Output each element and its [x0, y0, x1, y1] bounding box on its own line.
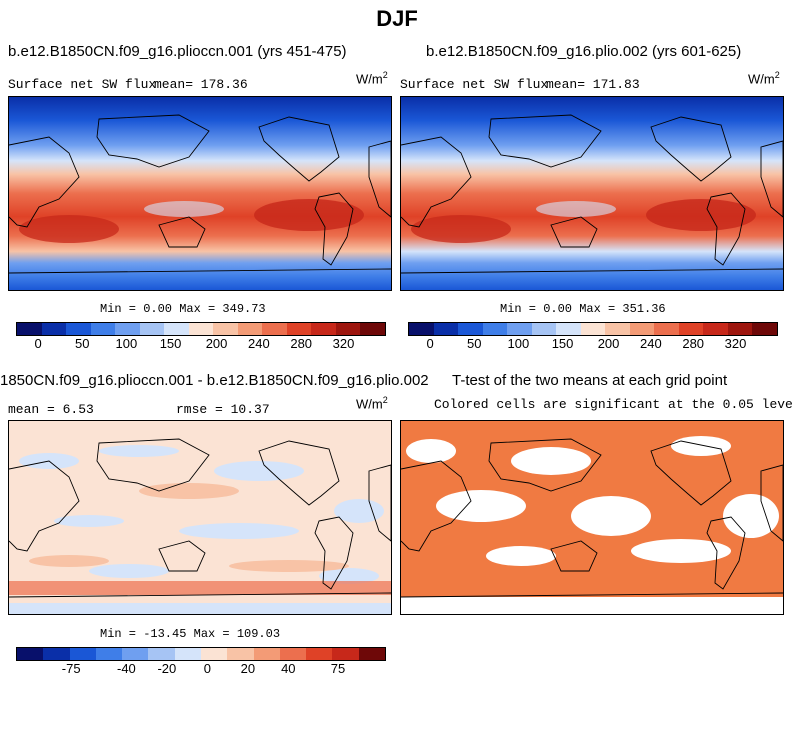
colorbar-swatch — [139, 323, 165, 335]
colorbar-swatch — [678, 323, 704, 335]
panel3-colorbar-ticks: -75 -40 -20 0 20 40 75 — [16, 661, 384, 677]
colorbar-swatch — [458, 323, 483, 335]
panel2-field-label: Surface net SW flux — [400, 77, 549, 92]
colorbar-tick-label: 20 — [240, 661, 256, 676]
colorbar-tick-label: 0 — [203, 661, 211, 676]
panel3-mean: mean = 6.53 — [8, 402, 94, 417]
colorbar-swatch — [279, 648, 307, 660]
panel2-minmax: Min = 0.00 Max = 351.36 — [500, 302, 666, 316]
colorbar-swatch — [727, 323, 753, 335]
colorbar-tick-label: 40 — [281, 661, 296, 676]
colorbar-swatch — [654, 323, 679, 335]
panel2-colorbar — [408, 322, 778, 336]
colorbar-swatch — [507, 323, 532, 335]
colorbar-swatch — [360, 323, 385, 335]
panel4-title: T-test of the two means at each grid poi… — [452, 372, 728, 389]
colorbar-tick-label: -20 — [157, 661, 177, 676]
colorbar-swatch — [605, 323, 630, 335]
colorbar-swatch — [433, 323, 459, 335]
colorbar-swatch — [213, 323, 238, 335]
colorbar-swatch — [629, 323, 655, 335]
panel2-mean: mean= 171.83 — [546, 77, 640, 92]
colorbar-swatch — [164, 323, 189, 335]
colorbar-tick-label: 150 — [551, 336, 574, 351]
panel2-units: W/m2 — [748, 70, 780, 87]
panel1-minmax: Min = 0.00 Max = 349.73 — [100, 302, 266, 316]
colorbar-swatch — [122, 648, 149, 660]
colorbar-tick-label: 100 — [115, 336, 138, 351]
colorbar-tick-label: 100 — [507, 336, 530, 351]
panel1-field-label: Surface net SW flux — [8, 77, 157, 92]
colorbar-swatch — [311, 323, 336, 335]
panel1-mean: mean= 178.36 — [154, 77, 248, 92]
colorbar-tick-label: -40 — [116, 661, 136, 676]
colorbar-tick-label: -75 — [61, 661, 81, 676]
colorbar-tick-label: 0 — [426, 336, 434, 351]
colorbar-tick-label: 0 — [34, 336, 42, 351]
colorbar-swatch — [17, 648, 44, 660]
colorbar-swatch — [580, 323, 606, 335]
panel2-colorbar-ticks: 0 50 100 150 200 240 280 320 — [408, 336, 776, 352]
panel4-subtitle: Colored cells are significant at the 0.0… — [434, 397, 794, 412]
colorbar-tick-label: 280 — [682, 336, 705, 351]
colorbar-swatch — [115, 323, 140, 335]
colorbar-swatch — [69, 648, 96, 660]
panel3-map — [8, 420, 392, 615]
colorbar-swatch — [41, 323, 67, 335]
panel1-units: W/m2 — [356, 70, 388, 87]
colorbar-swatch — [752, 323, 777, 335]
colorbar-tick-label: 320 — [724, 336, 747, 351]
panel3-minmax: Min = -13.45 Max = 109.03 — [100, 627, 281, 641]
page-title: DJF — [376, 6, 418, 31]
colorbar-swatch — [482, 323, 508, 335]
panel3-units: W/m2 — [356, 395, 388, 412]
panel2-title: b.e12.B1850CN.f09_g16.plio.002 (yrs 601-… — [426, 43, 742, 60]
colorbar-swatch — [556, 323, 581, 335]
panel1-colorbar — [16, 322, 386, 336]
panel1-map — [8, 96, 392, 291]
panel3-colorbar — [16, 647, 386, 661]
colorbar-swatch — [95, 648, 123, 660]
colorbar-swatch — [43, 648, 70, 660]
colorbar-swatch — [286, 323, 312, 335]
panel3-title: 1850CN.f09_g16.pliocc​n.001 - b.e12.B185… — [0, 372, 429, 389]
colorbar-swatch — [237, 323, 263, 335]
colorbar-swatch — [531, 323, 557, 335]
panel1-colorbar-ticks: 0 50 100 150 200 240 280 320 — [16, 336, 384, 352]
panel1-title: b.e12.B1850CN.f09_g16.pliocc​n.001 (yrs … — [8, 43, 347, 60]
colorbar-swatch — [262, 323, 287, 335]
colorbar-swatch — [358, 648, 385, 660]
colorbar-swatch — [306, 648, 333, 660]
colorbar-swatch — [17, 323, 42, 335]
colorbar-tick-label: 240 — [248, 336, 270, 351]
colorbar-swatch — [148, 648, 175, 660]
colorbar-swatch — [200, 648, 228, 660]
colorbar-swatch — [332, 648, 359, 660]
colorbar-swatch — [253, 648, 280, 660]
colorbar-swatch — [66, 323, 91, 335]
colorbar-tick-label: 240 — [640, 336, 662, 351]
colorbar-swatch — [174, 648, 201, 660]
colorbar-swatch — [90, 323, 116, 335]
colorbar-swatch — [409, 323, 434, 335]
colorbar-swatch — [703, 323, 728, 335]
colorbar-swatch — [227, 648, 254, 660]
colorbar-tick-label: 150 — [159, 336, 182, 351]
colorbar-tick-label: 200 — [205, 336, 228, 351]
colorbar-tick-label: 75 — [330, 661, 346, 676]
colorbar-tick-label: 320 — [332, 336, 355, 351]
colorbar-tick-label: 50 — [467, 336, 482, 351]
panel4-map — [400, 420, 784, 615]
colorbar-tick-label: 280 — [290, 336, 313, 351]
colorbar-tick-label: 200 — [597, 336, 620, 351]
panel3-rmse: rmse = 10.37 — [176, 402, 270, 417]
colorbar-tick-label: 50 — [75, 336, 90, 351]
colorbar-swatch — [188, 323, 214, 335]
panel2-map — [400, 96, 784, 291]
colorbar-swatch — [335, 323, 361, 335]
